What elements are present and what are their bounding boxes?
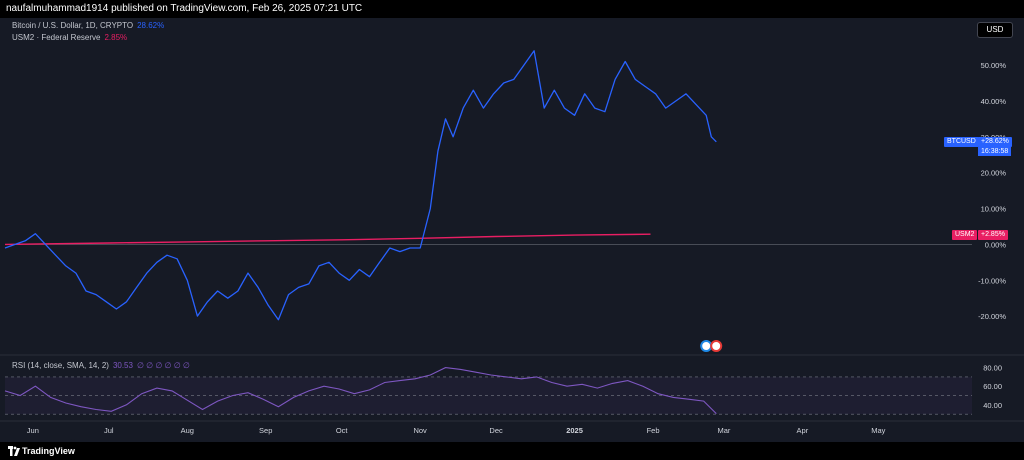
btc-time-tag: 16:38:58: [978, 147, 1012, 156]
y-tick-label: -20.00%: [978, 312, 1006, 321]
x-tick-label: Aug: [181, 426, 194, 435]
legend-m2: USM2 · Federal Reserve 2.85%: [12, 33, 127, 42]
x-tick-label: 2025: [566, 426, 583, 435]
usm2-line: [4, 233, 651, 246]
legend-rsi: RSI (14, close, SMA, 14, 2) 30.53 ∅ ∅ ∅ ∅ …: [12, 361, 190, 370]
pane-separators: [0, 354, 1024, 422]
x-tick-label: Nov: [413, 426, 427, 435]
x-tick-label: Dec: [489, 426, 503, 435]
legend-btc-label: Bitcoin / U.S. Dollar, 1D, CRYPTO: [12, 21, 134, 30]
chart-area[interactable]: [0, 18, 1024, 442]
time-axis[interactable]: Jun Jul Aug Sep Oct Nov Dec 2025 Feb Mar Apr May: [27, 426, 886, 435]
y-tick-label: 0.00%: [985, 240, 1007, 249]
btc-symbol-tag: BTCUSD: [944, 137, 979, 147]
legend-rsi-placeholders: ∅ ∅ ∅ ∅ ∅ ∅: [136, 361, 190, 370]
legend-btc-value: 28.62%: [137, 21, 165, 30]
legend-rsi-value: 30.53: [112, 361, 133, 370]
y-tick-label: 40.00%: [981, 97, 1007, 106]
x-tick-label: Apr: [797, 426, 809, 435]
x-tick-label: Feb: [647, 426, 660, 435]
top-bar: naufalmuhammad1914 published on TradingV…: [0, 0, 1024, 18]
event-markers[interactable]: [700, 340, 723, 352]
y-tick-label: 10.00%: [981, 205, 1007, 214]
event-marker-icon[interactable]: [710, 340, 723, 352]
currency-button[interactable]: USD: [977, 22, 1013, 38]
x-tick-label: Oct: [336, 426, 349, 435]
rsi-line: [4, 367, 717, 414]
y-tick-label: -10.00%: [978, 276, 1006, 285]
publisher-text: naufalmuhammad1914 published on TradingV…: [6, 3, 363, 14]
legend-m2-label: USM2 · Federal Reserve: [12, 33, 101, 42]
m2-value-tag: +2.85%: [978, 230, 1008, 240]
price-axis[interactable]: 50.00%40.00%30.00%20.00%10.00%0.00%-10.0…: [978, 61, 1006, 321]
legend-btc: Bitcoin / U.S. Dollar, 1D, CRYPTO 28.62%: [12, 21, 164, 30]
footer-brand: TradingView: [22, 446, 75, 456]
btc-line: [4, 50, 717, 321]
footer-bar: TradingView: [0, 442, 1024, 460]
rsi-axis[interactable]: 80.00 60.00 40.00: [983, 364, 1002, 410]
event-marker-icon[interactable]: [700, 340, 713, 352]
x-tick-label: Sep: [259, 426, 272, 435]
tradingview-logo-icon: [8, 446, 20, 456]
y-tick-label: 50.00%: [981, 61, 1007, 70]
series-lines: [4, 50, 717, 414]
x-tick-label: Mar: [717, 426, 730, 435]
legend-m2-value: 2.85%: [104, 33, 128, 42]
x-tick-label: Jul: [104, 426, 114, 435]
rsi-tick-label: 60.00: [983, 382, 1002, 391]
y-tick-label: 20.00%: [981, 169, 1007, 178]
btc-value-tag: +28.62%: [978, 137, 1012, 147]
legend-rsi-label: RSI (14, close, SMA, 14, 2): [12, 361, 109, 370]
rsi-bands: [5, 376, 972, 415]
rsi-tick-label: 80.00: [983, 364, 1002, 373]
m2-symbol-tag: USM2: [952, 230, 978, 240]
x-tick-label: May: [871, 426, 885, 435]
x-tick-label: Jun: [27, 426, 39, 435]
rsi-tick-label: 40.00: [983, 401, 1002, 410]
